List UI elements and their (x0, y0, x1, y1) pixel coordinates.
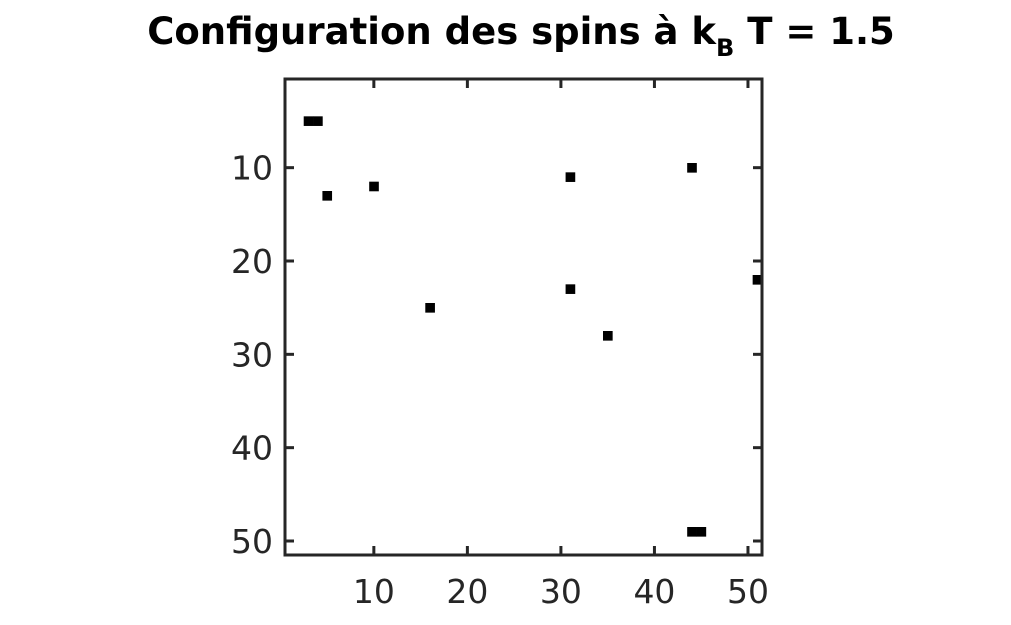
chart-title-suffix: T = 1.5 (734, 10, 894, 53)
y-tick-label-10: 10 (231, 149, 273, 188)
spin-cell-5 (565, 172, 576, 182)
x-tick-label-10: 10 (353, 572, 395, 611)
x-tick-label-20: 20 (446, 572, 488, 611)
spin-cell-2 (322, 191, 333, 201)
spin-cell-0 (303, 116, 314, 126)
spin-cell-3 (369, 181, 379, 192)
spin-cell-6 (565, 284, 576, 294)
x-tick-label-50: 50 (727, 572, 769, 611)
y-tick-label-20: 20 (231, 242, 273, 281)
spin-cell-4 (425, 303, 435, 313)
chart-title: Configuration des spins à kB T = 1.5 (147, 10, 895, 62)
chart-title-subscript: B (716, 34, 734, 62)
spin-cell-11 (696, 527, 707, 537)
spin-cell-8 (687, 163, 697, 173)
axes-frame (283, 77, 764, 557)
spin-cell-7 (603, 331, 613, 341)
spin-cell-1 (313, 116, 323, 126)
chart-title-prefix: Configuration des spins à k (147, 10, 717, 53)
y-tick-label-40: 40 (231, 429, 273, 468)
y-tick-label-30: 30 (231, 335, 273, 374)
spin-cell-10 (687, 527, 697, 537)
plot-area: 10 20 30 40 50 10 20 30 40 50 (231, 77, 769, 611)
x-tick-label-40: 40 (633, 572, 675, 611)
spin-cell-9 (752, 275, 763, 285)
plot-background (285, 79, 762, 555)
y-tick-label-50: 50 (231, 522, 273, 561)
x-tick-label-30: 30 (540, 572, 582, 611)
